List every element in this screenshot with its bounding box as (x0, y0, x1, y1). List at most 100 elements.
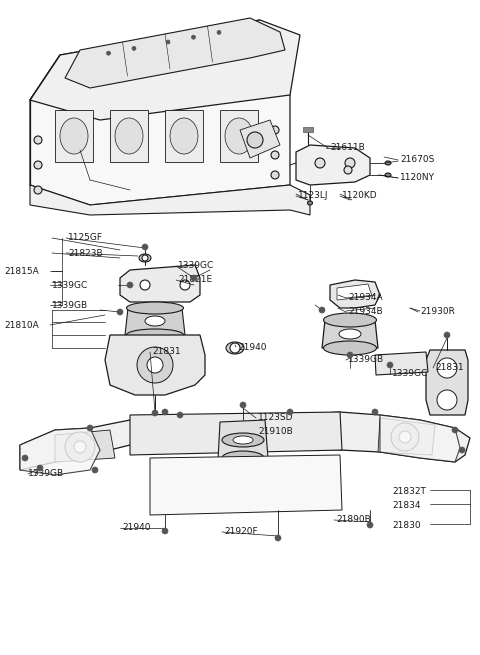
Text: 21832T: 21832T (392, 487, 426, 496)
Ellipse shape (324, 341, 376, 355)
Circle shape (452, 427, 458, 433)
Polygon shape (30, 20, 300, 120)
Circle shape (444, 332, 450, 338)
Circle shape (271, 126, 279, 134)
Circle shape (191, 275, 197, 281)
Ellipse shape (385, 161, 391, 165)
Circle shape (34, 136, 42, 144)
Text: 21910B: 21910B (258, 428, 293, 436)
Circle shape (387, 362, 393, 368)
Ellipse shape (170, 118, 198, 154)
Polygon shape (150, 455, 342, 515)
Ellipse shape (326, 319, 344, 331)
Circle shape (459, 447, 465, 453)
Ellipse shape (385, 173, 391, 177)
Circle shape (34, 161, 42, 169)
Circle shape (142, 244, 148, 250)
Ellipse shape (145, 316, 165, 326)
Circle shape (367, 522, 373, 528)
Text: 21890B: 21890B (336, 515, 371, 525)
Text: 1339GC: 1339GC (52, 280, 88, 290)
Polygon shape (20, 428, 100, 475)
Circle shape (140, 280, 150, 290)
Circle shape (391, 423, 419, 451)
Bar (165, 110, 203, 162)
Circle shape (162, 409, 168, 415)
Polygon shape (125, 308, 185, 335)
Text: 1339GB: 1339GB (348, 356, 384, 364)
Polygon shape (20, 415, 290, 470)
Text: 21670S: 21670S (400, 155, 434, 164)
Ellipse shape (324, 313, 376, 327)
Text: 21815A: 21815A (4, 267, 39, 276)
Circle shape (271, 171, 279, 179)
Ellipse shape (127, 302, 183, 314)
Circle shape (162, 528, 168, 534)
Text: 21830: 21830 (392, 521, 420, 531)
Circle shape (192, 35, 195, 39)
Ellipse shape (225, 118, 253, 154)
Circle shape (315, 158, 325, 168)
Text: 21821E: 21821E (178, 276, 212, 284)
Circle shape (330, 320, 340, 330)
Text: 1339GB: 1339GB (28, 470, 64, 479)
Text: 21930R: 21930R (420, 307, 455, 316)
Circle shape (37, 465, 43, 471)
Circle shape (142, 255, 148, 261)
Text: 1339GC: 1339GC (392, 369, 428, 379)
Ellipse shape (308, 201, 312, 205)
Ellipse shape (60, 118, 88, 154)
Ellipse shape (226, 342, 244, 354)
Circle shape (180, 280, 190, 290)
Bar (303, 127, 313, 132)
Text: 21834: 21834 (392, 502, 420, 510)
Text: 21934B: 21934B (348, 307, 383, 316)
Polygon shape (296, 145, 370, 185)
Circle shape (87, 425, 93, 431)
Text: 21934A: 21934A (348, 293, 383, 303)
Text: 21810A: 21810A (4, 320, 39, 329)
Text: 21940: 21940 (238, 343, 266, 352)
Polygon shape (105, 335, 205, 395)
Circle shape (345, 158, 355, 168)
Ellipse shape (115, 118, 143, 154)
Polygon shape (380, 415, 460, 462)
Ellipse shape (339, 329, 361, 339)
Circle shape (437, 358, 457, 378)
Polygon shape (130, 412, 342, 455)
Text: 21920F: 21920F (224, 527, 258, 536)
Circle shape (132, 47, 136, 50)
Circle shape (240, 402, 246, 408)
Circle shape (372, 409, 378, 415)
Polygon shape (337, 284, 372, 300)
Polygon shape (120, 265, 200, 302)
Circle shape (92, 467, 98, 473)
Ellipse shape (233, 436, 253, 444)
Circle shape (319, 307, 325, 313)
Circle shape (230, 343, 240, 353)
Ellipse shape (130, 312, 180, 328)
Bar (110, 110, 148, 162)
Text: 21940: 21940 (122, 523, 151, 533)
Text: 1120NY: 1120NY (400, 174, 435, 183)
Polygon shape (290, 412, 470, 462)
Text: 1123SD: 1123SD (258, 413, 293, 422)
Text: 1125GF: 1125GF (68, 233, 103, 242)
Circle shape (22, 455, 28, 461)
Circle shape (166, 40, 170, 44)
Circle shape (287, 409, 293, 415)
Circle shape (127, 282, 133, 288)
Text: 21611B: 21611B (330, 143, 365, 153)
Circle shape (217, 30, 221, 35)
Circle shape (275, 535, 281, 541)
Circle shape (399, 431, 411, 443)
Circle shape (347, 352, 353, 358)
Circle shape (107, 51, 110, 55)
Polygon shape (375, 352, 428, 375)
Circle shape (117, 309, 123, 315)
Circle shape (147, 357, 163, 373)
Circle shape (74, 441, 86, 453)
Polygon shape (218, 420, 268, 460)
Circle shape (271, 151, 279, 159)
Text: 21831: 21831 (152, 348, 180, 356)
